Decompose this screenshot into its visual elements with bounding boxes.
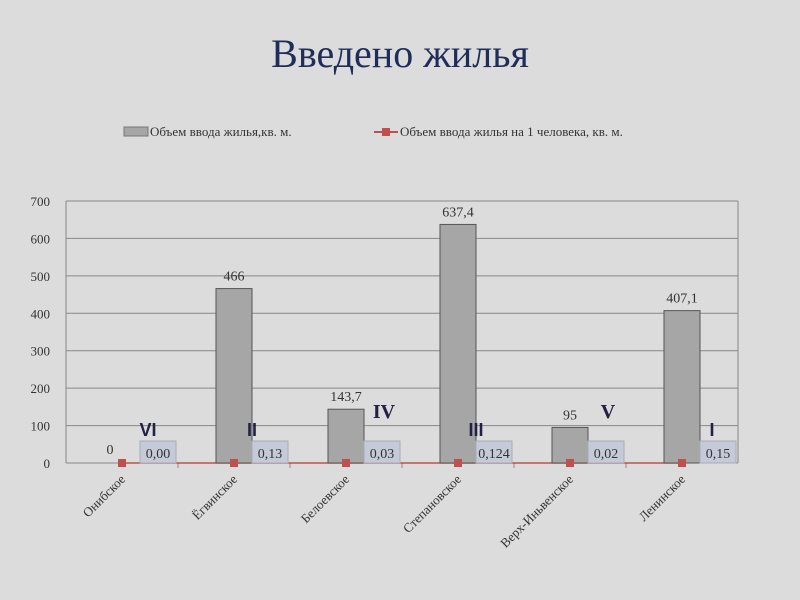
rank-label: III [468,420,483,440]
bar-value-label: 407,1 [666,292,698,307]
line-marker [566,459,574,467]
rank-label: I [709,420,714,440]
per-capita-label: 0,00 [146,447,171,462]
per-capita-box [363,440,401,464]
per-capita-label: 0,13 [258,447,283,462]
line-marker [678,459,686,467]
per-capita-box [699,440,737,464]
y-tick-label: 0 [44,456,51,471]
per-capita-box [251,440,289,464]
category-label: Белоевское [298,471,353,526]
per-capita-label: 0,02 [594,447,619,462]
line-marker [230,459,238,467]
category-label: Ёгвинское [189,471,240,522]
y-tick-label: 400 [31,306,51,321]
category-label: Верх-Иньвенское [497,471,576,550]
legend-bar-label: Объем ввода жилья,кв. м. [150,124,292,139]
bar-value-label: 0 [107,443,114,458]
legend-line-label: Объем ввода жилья на 1 человека, кв. м. [400,124,623,139]
per-capita-label: 0,124 [478,447,510,462]
chart-title: Введено жилья [271,31,529,76]
per-capita-box [475,440,513,464]
per-capita-label: 0,03 [370,447,395,462]
bar [327,408,365,464]
line-marker [454,459,462,467]
line-marker [342,459,350,467]
bar [663,310,701,464]
category-label: Степановское [400,471,465,536]
line-marker [118,459,126,467]
y-tick-label: 700 [31,194,51,209]
legend-line-marker [382,128,390,136]
bar [551,426,589,464]
y-tick-label: 100 [31,419,51,434]
bar-value-label: 143,7 [330,390,362,405]
bar [215,288,253,464]
per-capita-box [587,440,625,464]
per-capita-label: 0,15 [706,447,731,462]
y-tick-label: 200 [31,381,51,396]
category-label: Онибское [79,471,128,520]
bar-value-label: 95 [563,408,577,423]
y-tick-label: 300 [31,344,51,359]
bar [439,223,477,464]
per-capita-box [139,440,177,464]
rank-label: II [247,420,257,440]
rank-label: V [601,401,616,423]
bar-value-label: 637,4 [442,205,474,220]
y-tick-label: 600 [31,231,51,246]
y-tick-label: 500 [31,269,51,284]
rank-label: VI [139,420,156,440]
rank-label: IV [373,401,396,423]
bar-value-label: 466 [224,270,245,285]
legend-bar-swatch [123,126,149,137]
category-label: Ленинское [636,471,689,524]
